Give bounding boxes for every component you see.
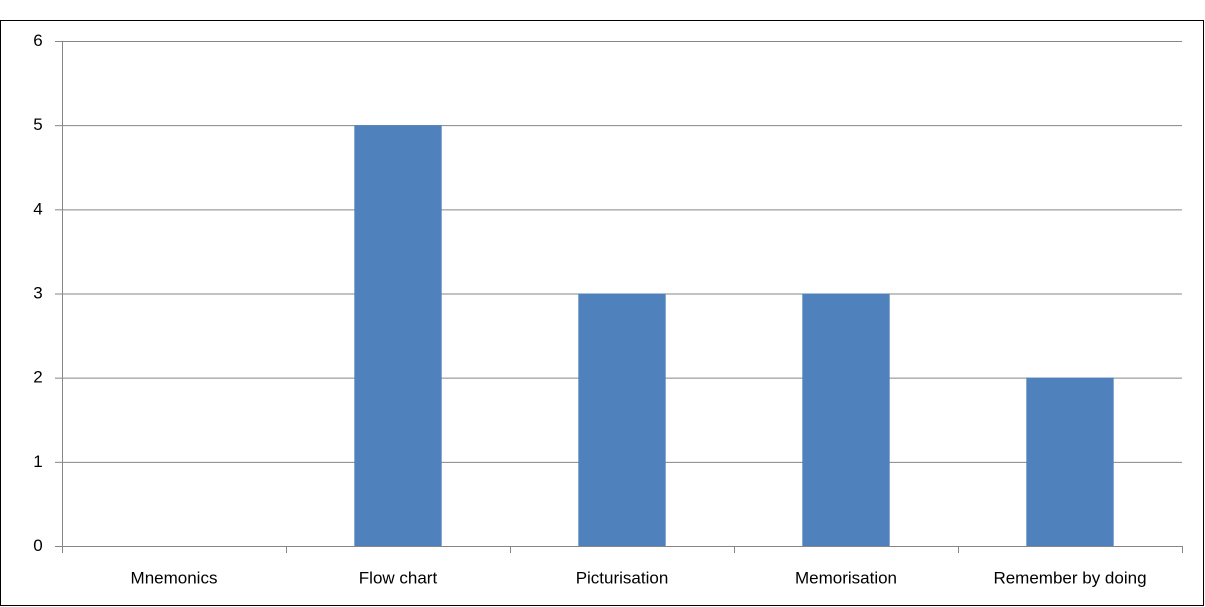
y-tick-label: 3: [33, 283, 42, 302]
y-tick-label: 2: [33, 368, 42, 387]
y-tick-label: 5: [33, 115, 42, 134]
y-tick-label: 1: [33, 452, 42, 471]
y-tick-label: 0: [33, 536, 42, 555]
y-tick-label: 6: [33, 31, 42, 50]
x-tick-label: Flow chart: [359, 568, 438, 587]
y-tick-label: 4: [33, 199, 42, 218]
bar: [802, 293, 890, 546]
x-tick-label: Picturisation: [576, 568, 669, 587]
bar: [578, 293, 666, 546]
x-tick-label: Remember by doing: [993, 568, 1146, 587]
x-tick-label: Memorisation: [795, 568, 897, 587]
bar: [354, 125, 442, 547]
bar: [1026, 377, 1114, 546]
x-tick-label: Mnemonics: [131, 568, 218, 587]
